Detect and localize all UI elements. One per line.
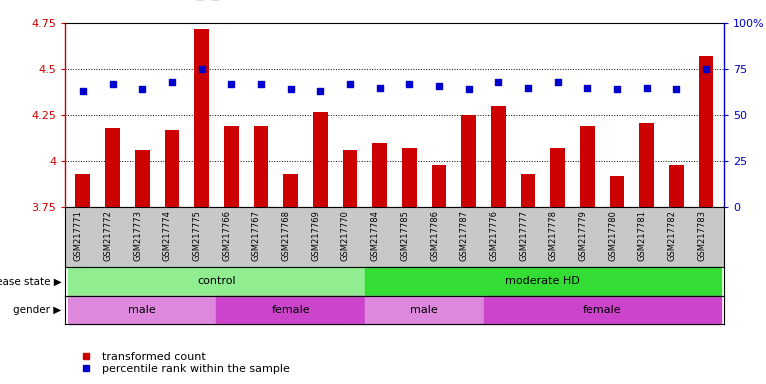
Text: GSM217784: GSM217784 xyxy=(371,210,380,261)
Point xyxy=(77,88,89,94)
Text: GSM217779: GSM217779 xyxy=(578,210,588,261)
Text: GSM217774: GSM217774 xyxy=(163,210,172,261)
Bar xyxy=(483,296,721,324)
Text: GSM217786: GSM217786 xyxy=(430,210,439,262)
Text: GSM217781: GSM217781 xyxy=(638,210,647,261)
Text: female: female xyxy=(271,305,310,315)
Text: female: female xyxy=(583,305,621,315)
Bar xyxy=(610,176,624,207)
Point xyxy=(433,83,445,89)
Point xyxy=(314,88,326,94)
Point xyxy=(344,81,356,87)
Text: male: male xyxy=(129,305,156,315)
Text: moderate HD: moderate HD xyxy=(506,276,580,286)
Bar xyxy=(342,150,358,207)
Bar xyxy=(640,122,654,207)
Bar xyxy=(195,28,209,207)
Text: GSM217780: GSM217780 xyxy=(608,210,617,261)
Bar xyxy=(313,111,328,207)
Bar xyxy=(669,165,684,207)
Bar xyxy=(68,296,217,324)
Text: male: male xyxy=(411,305,438,315)
Point xyxy=(611,86,624,93)
Bar xyxy=(402,148,417,207)
Text: GSM217768: GSM217768 xyxy=(282,210,290,262)
Legend: transformed count, percentile rank within the sample: transformed count, percentile rank withi… xyxy=(70,348,294,379)
Point xyxy=(284,86,296,93)
Text: GSM217775: GSM217775 xyxy=(192,210,201,261)
Bar xyxy=(365,296,483,324)
Text: GSM217772: GSM217772 xyxy=(103,210,113,261)
Bar xyxy=(105,128,120,207)
Point xyxy=(463,86,475,93)
Point xyxy=(640,84,653,91)
Bar xyxy=(580,126,594,207)
Point xyxy=(552,79,564,85)
Point xyxy=(136,86,149,93)
Bar xyxy=(224,126,239,207)
Text: gender ▶: gender ▶ xyxy=(13,305,61,315)
Text: GSM217773: GSM217773 xyxy=(133,210,142,262)
Text: GSM217782: GSM217782 xyxy=(667,210,676,261)
Point xyxy=(403,81,415,87)
Text: GSM217766: GSM217766 xyxy=(222,210,231,262)
Text: GSM217785: GSM217785 xyxy=(401,210,409,261)
Text: GSM217771: GSM217771 xyxy=(74,210,83,261)
Bar xyxy=(68,267,365,295)
Bar xyxy=(135,150,149,207)
Point xyxy=(670,86,683,93)
Point xyxy=(255,81,267,87)
Bar xyxy=(550,148,565,207)
Text: GSM217770: GSM217770 xyxy=(341,210,350,261)
Text: GSM217778: GSM217778 xyxy=(548,210,558,262)
Bar xyxy=(254,126,268,207)
Bar xyxy=(461,115,476,207)
Point xyxy=(225,81,237,87)
Bar xyxy=(491,106,506,207)
Bar xyxy=(699,56,713,207)
Bar xyxy=(521,174,535,207)
Text: GSM217776: GSM217776 xyxy=(489,210,499,262)
Text: GSM217787: GSM217787 xyxy=(460,210,469,262)
Point xyxy=(522,84,534,91)
Text: control: control xyxy=(197,276,236,286)
Text: disease state ▶: disease state ▶ xyxy=(0,276,61,286)
Text: GSM217783: GSM217783 xyxy=(697,210,706,262)
Point xyxy=(700,66,712,72)
Text: GSM217767: GSM217767 xyxy=(252,210,261,262)
Bar xyxy=(76,174,90,207)
Point xyxy=(106,81,119,87)
Bar xyxy=(165,130,179,207)
Text: GSM217777: GSM217777 xyxy=(519,210,528,262)
Bar xyxy=(365,267,721,295)
Bar xyxy=(372,143,387,207)
Point xyxy=(374,84,386,91)
Point xyxy=(493,79,505,85)
Bar xyxy=(283,174,298,207)
Point xyxy=(165,79,178,85)
Bar xyxy=(431,165,447,207)
Bar xyxy=(217,296,365,324)
Point xyxy=(581,84,594,91)
Point xyxy=(195,66,208,72)
Text: GSM217769: GSM217769 xyxy=(311,210,320,261)
